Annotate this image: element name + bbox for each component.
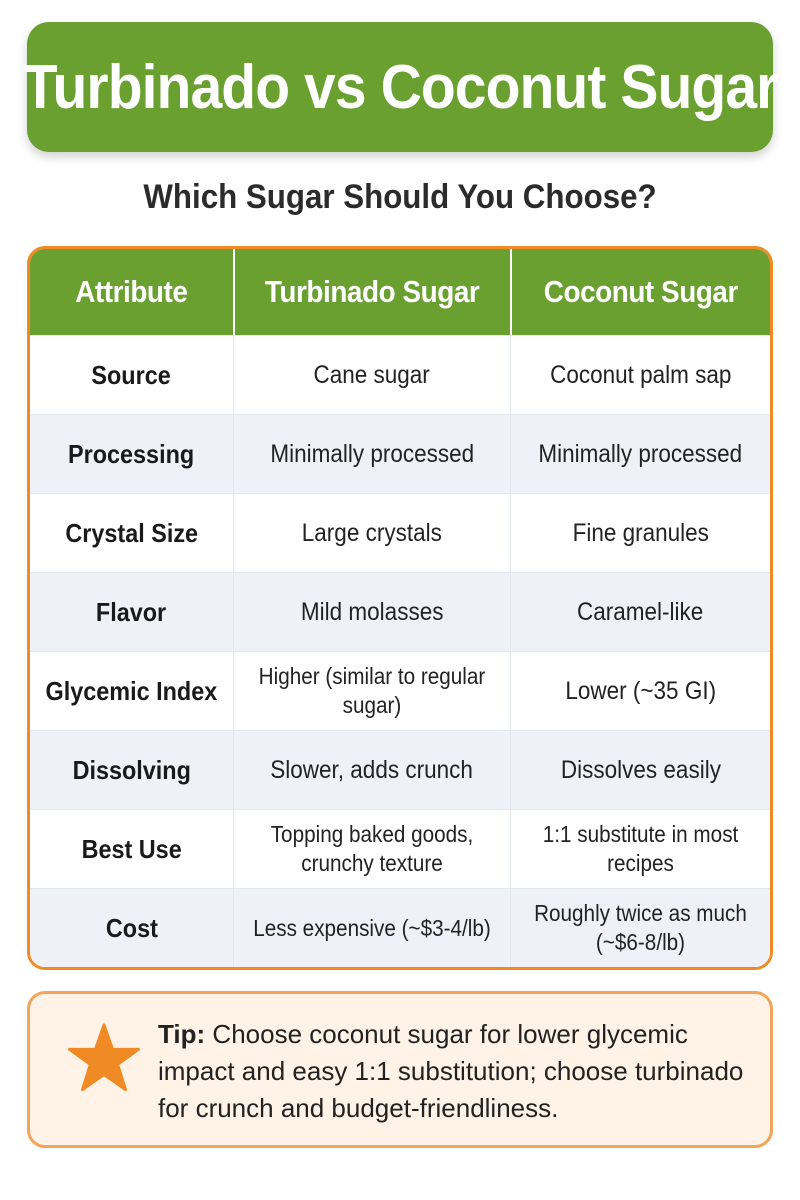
row-attribute: Glycemic Index (45, 675, 218, 706)
table-row: Flavor Mild molasses Caramel-like (30, 572, 770, 651)
page-subtitle: Which Sugar Should You Choose? (143, 178, 657, 216)
row-turbinado: Large crystals (233, 494, 510, 572)
row-coconut: Minimally processed (510, 415, 770, 493)
title-banner: Turbinado vs Coconut Sugar (23, 22, 778, 152)
table-row: Cost Less expensive (~$3-4/lb) Roughly t… (30, 888, 770, 967)
table-row: Best Use Topping baked goods, crunchy te… (30, 809, 770, 888)
table-header: Attribute Turbinado Sugar Coconut Sugar (30, 249, 770, 335)
table-row: Crystal Size Large crystals Fine granule… (30, 493, 770, 572)
row-attribute: Dissolving (72, 754, 191, 785)
tip-text: Tip: Choose coconut sugar for lower glyc… (158, 1016, 748, 1127)
row-attribute: Cost (105, 912, 158, 943)
row-turbinado: Less expensive (~$3-4/lb) (233, 889, 510, 967)
page-title: Turbinado vs Coconut Sugar (22, 52, 779, 122)
row-coconut: 1:1 substitute in most recipes (510, 810, 770, 888)
row-attribute: Flavor (96, 596, 167, 627)
row-coconut: Dissolves easily (510, 731, 770, 809)
row-turbinado: Higher (similar to regular sugar) (233, 652, 510, 730)
row-coconut: Roughly twice as much (~$6-8/lb) (510, 889, 770, 967)
row-attribute: Source (91, 359, 172, 390)
table-row: Glycemic Index Higher (similar to regula… (30, 651, 770, 730)
row-coconut: Coconut palm sap (510, 336, 770, 414)
header-attribute: Attribute (75, 274, 188, 309)
row-attribute: Crystal Size (65, 517, 198, 548)
tip-label: Tip: (158, 1019, 206, 1049)
comparison-table: Attribute Turbinado Sugar Coconut Sugar … (27, 246, 773, 970)
header-coconut: Coconut Sugar (510, 249, 770, 335)
row-attribute: Processing (68, 438, 195, 469)
row-coconut: Caramel-like (510, 573, 770, 651)
tip-box: Tip: Choose coconut sugar for lower glyc… (27, 991, 773, 1148)
row-coconut: Fine granules (510, 494, 770, 572)
tip-body: Choose coconut sugar for lower glycemic … (158, 1019, 744, 1123)
row-turbinado: Cane sugar (233, 336, 510, 414)
row-turbinado: Slower, adds crunch (233, 731, 510, 809)
row-turbinado: Mild molasses (233, 573, 510, 651)
header-turbinado: Turbinado Sugar (233, 249, 510, 335)
row-turbinado: Minimally processed (233, 415, 510, 493)
star-icon (68, 1023, 140, 1092)
row-attribute: Best Use (81, 833, 182, 864)
table-row: Source Cane sugar Coconut palm sap (30, 335, 770, 414)
row-turbinado: Topping baked goods, crunchy texture (233, 810, 510, 888)
table-row: Dissolving Slower, adds crunch Dissolves… (30, 730, 770, 809)
table-row: Processing Minimally processed Minimally… (30, 414, 770, 493)
row-coconut: Lower (~35 GI) (510, 652, 770, 730)
